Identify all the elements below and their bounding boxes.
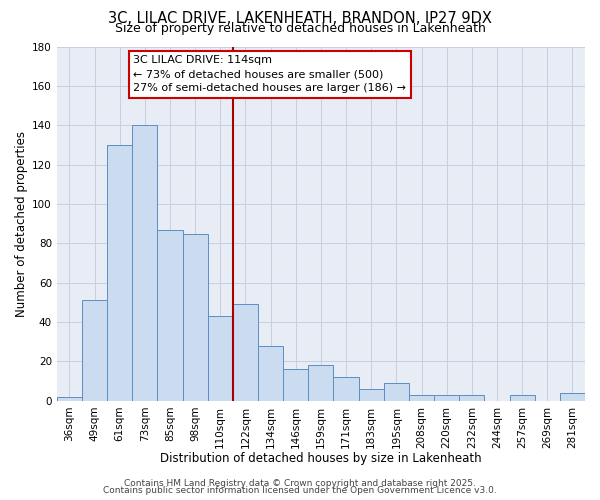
Bar	[57, 397, 82, 401]
Bar	[283, 370, 308, 401]
Text: 3C LILAC DRIVE: 114sqm
← 73% of detached houses are smaller (500)
27% of semi-de: 3C LILAC DRIVE: 114sqm ← 73% of detached…	[133, 56, 406, 94]
X-axis label: Distribution of detached houses by size in Lakenheath: Distribution of detached houses by size …	[160, 452, 482, 465]
Bar	[182, 234, 208, 401]
Text: Contains HM Land Registry data © Crown copyright and database right 2025.: Contains HM Land Registry data © Crown c…	[124, 478, 476, 488]
Bar	[82, 300, 107, 401]
Bar	[208, 316, 233, 401]
Bar	[509, 395, 535, 401]
Bar	[409, 395, 434, 401]
Y-axis label: Number of detached properties: Number of detached properties	[15, 130, 28, 316]
Text: Contains public sector information licensed under the Open Government Licence v3: Contains public sector information licen…	[103, 486, 497, 495]
Bar	[384, 383, 409, 401]
Bar	[459, 395, 484, 401]
Text: Size of property relative to detached houses in Lakenheath: Size of property relative to detached ho…	[115, 22, 485, 35]
Bar	[434, 395, 459, 401]
Bar	[334, 377, 359, 401]
Bar	[132, 125, 157, 401]
Text: 3C, LILAC DRIVE, LAKENHEATH, BRANDON, IP27 9DX: 3C, LILAC DRIVE, LAKENHEATH, BRANDON, IP…	[108, 11, 492, 26]
Bar	[107, 145, 132, 401]
Bar	[258, 346, 283, 401]
Bar	[560, 393, 585, 401]
Bar	[157, 230, 182, 401]
Bar	[233, 304, 258, 401]
Bar	[308, 366, 334, 401]
Bar	[359, 389, 384, 401]
